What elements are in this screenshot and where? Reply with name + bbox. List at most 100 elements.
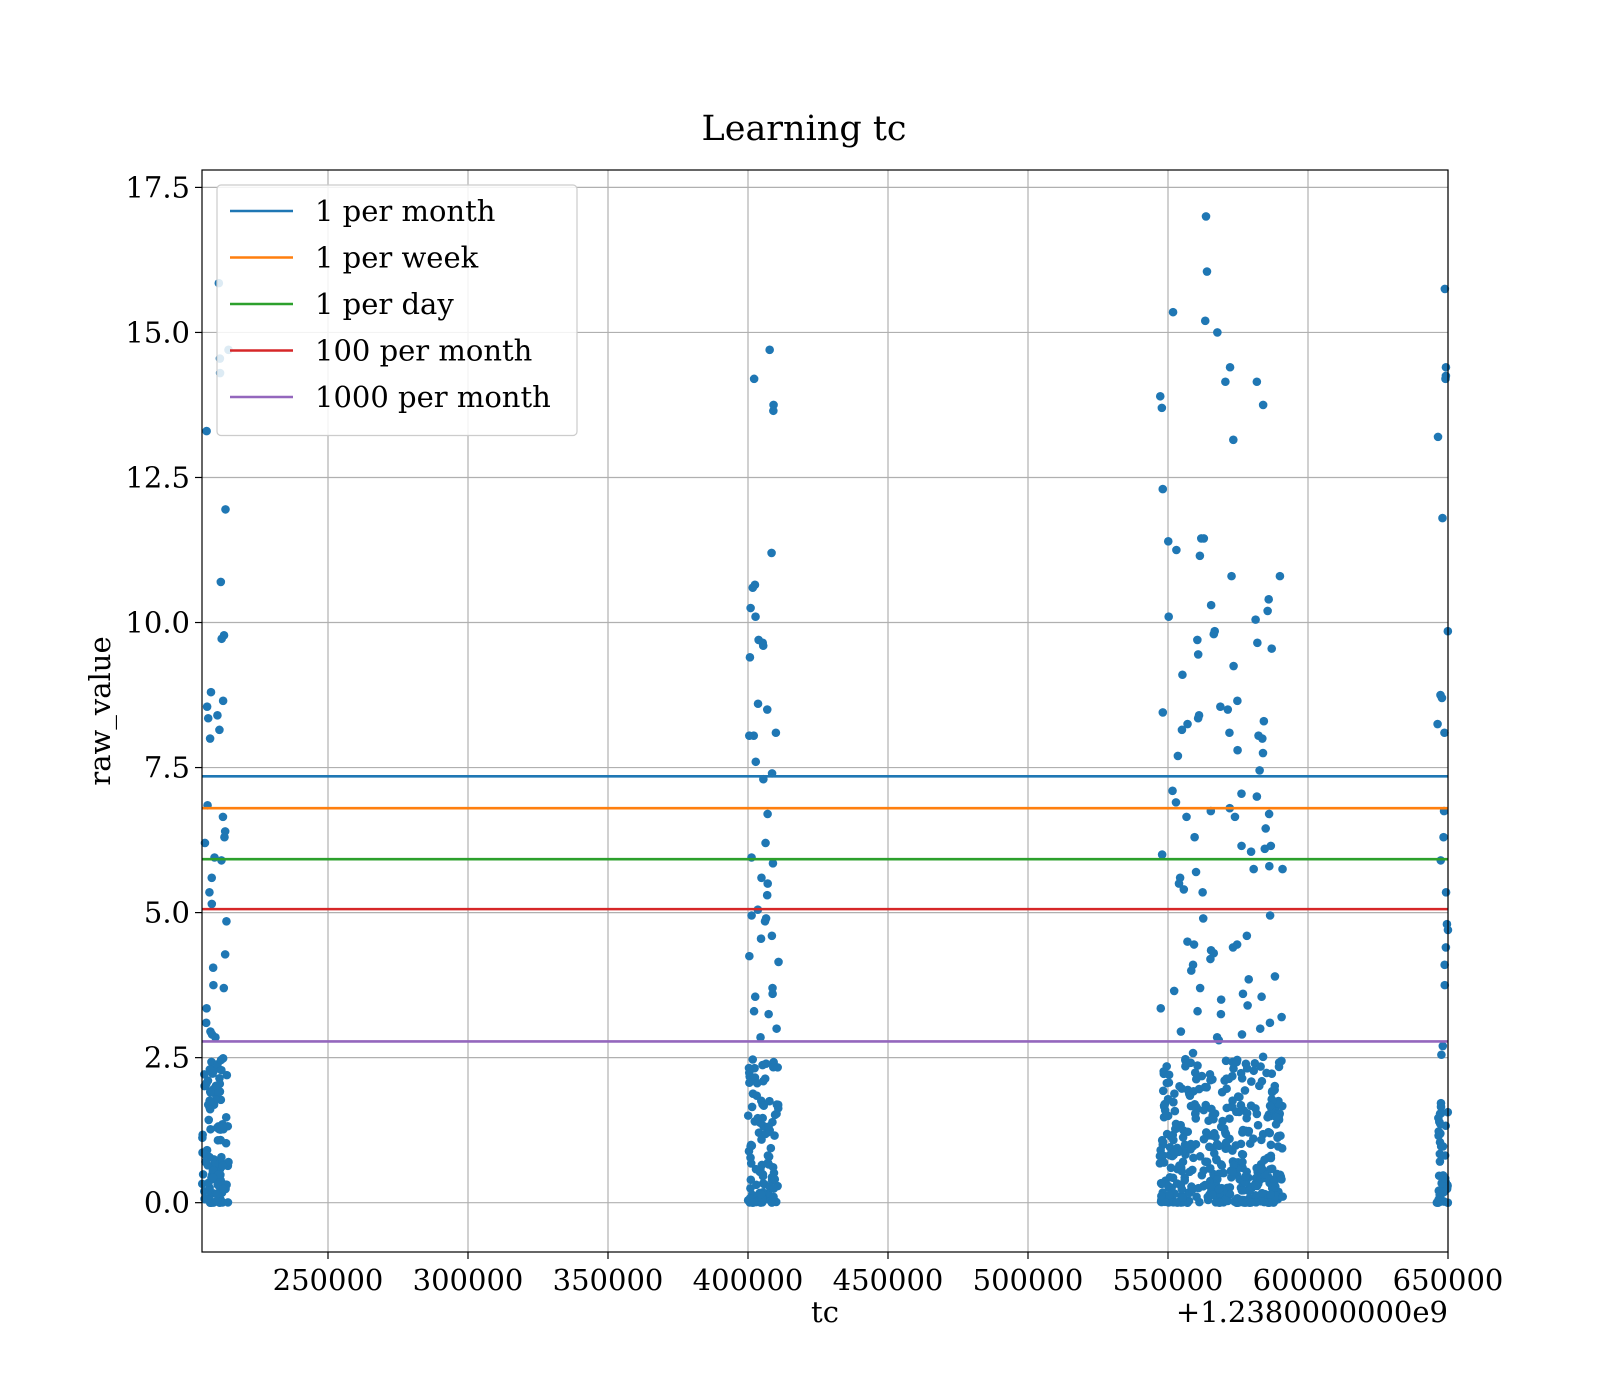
data-point <box>200 838 210 848</box>
data-point <box>1251 615 1260 624</box>
data-point <box>1258 400 1268 410</box>
data-point <box>1435 1197 1444 1207</box>
data-point <box>1238 1150 1248 1159</box>
axis-ticks: 250000 300000 350000 400000 450000 500000 5500… <box>125 170 1503 1297</box>
x-tick-label: 300000 <box>413 1263 524 1297</box>
data-point <box>748 583 758 593</box>
data-point <box>1221 1196 1231 1206</box>
data-point <box>1214 1184 1224 1194</box>
data-point <box>761 1059 771 1068</box>
data-point <box>202 1004 211 1013</box>
data-point <box>203 1195 212 1204</box>
data-point <box>753 699 763 709</box>
data-point <box>772 1109 781 1119</box>
data-point <box>1205 1142 1214 1152</box>
data-point <box>1438 513 1447 523</box>
data-point <box>1158 1086 1168 1096</box>
data-point <box>1170 1106 1180 1116</box>
data-point <box>1435 1149 1445 1159</box>
data-point <box>758 1171 768 1181</box>
data-point <box>1166 1163 1176 1173</box>
data-point <box>216 1055 226 1065</box>
data-point <box>759 1101 769 1110</box>
data-point <box>1232 1057 1241 1067</box>
data-point <box>1249 1134 1258 1143</box>
x-tick-label: 600000 <box>1253 1263 1364 1297</box>
data-point <box>764 1122 773 1131</box>
data-point <box>211 1081 221 1091</box>
y-tick-label: 2.5 <box>144 1041 190 1075</box>
data-point <box>1199 1105 1209 1115</box>
data-point <box>1165 1190 1174 1200</box>
data-point <box>1162 1062 1172 1071</box>
data-point <box>1256 1062 1265 1071</box>
data-point <box>217 1065 226 1075</box>
data-point <box>1191 1139 1201 1149</box>
data-point <box>222 1070 232 1080</box>
data-point <box>1247 1077 1256 1086</box>
data-point <box>1252 377 1262 387</box>
data-point <box>1242 1109 1252 1118</box>
data-point <box>205 1096 214 1105</box>
data-point <box>762 705 772 714</box>
data-point <box>1158 708 1168 717</box>
data-point <box>750 992 760 1002</box>
data-point <box>1265 861 1274 871</box>
data-point <box>746 1175 756 1185</box>
data-point <box>1265 1101 1275 1111</box>
data-point <box>1193 650 1203 659</box>
data-point <box>1173 751 1183 761</box>
data-point <box>1191 1114 1201 1123</box>
data-point <box>1225 1114 1234 1123</box>
data-point <box>1441 888 1451 897</box>
data-point <box>769 1184 779 1193</box>
data-point <box>1271 1112 1281 1122</box>
data-point <box>1436 1098 1446 1108</box>
data-point <box>1157 850 1167 859</box>
data-point <box>1197 1071 1207 1081</box>
data-point <box>768 989 777 999</box>
y-tick-label: 12.5 <box>125 460 190 494</box>
data-point <box>1172 545 1181 555</box>
data-point <box>1170 1089 1179 1099</box>
legend-entry: 100 per month <box>315 334 532 368</box>
data-point <box>770 1175 780 1184</box>
legend-entry: 1 per day <box>315 287 454 321</box>
data-point <box>774 957 783 967</box>
data-point <box>215 725 224 735</box>
data-point <box>1253 638 1262 648</box>
x-tick-label: 650000 <box>1393 1263 1504 1297</box>
data-point <box>1262 1068 1271 1078</box>
data-point <box>1236 1068 1246 1078</box>
data-point <box>1201 212 1211 221</box>
x-tick-label: 400000 <box>693 1263 804 1297</box>
data-point <box>1168 307 1178 317</box>
data-point <box>1249 864 1258 874</box>
data-point <box>1195 983 1205 993</box>
data-point <box>746 603 755 613</box>
data-point <box>1195 1197 1204 1207</box>
data-point <box>1193 635 1202 645</box>
data-point <box>758 641 768 651</box>
data-point <box>220 950 230 959</box>
data-point <box>1168 786 1177 796</box>
data-point <box>1155 391 1165 401</box>
data-point <box>219 983 229 993</box>
data-point <box>768 1162 778 1172</box>
y-tick-label: 0.0 <box>144 1186 190 1220</box>
data-point <box>1240 1086 1250 1095</box>
data-point <box>1266 1140 1276 1150</box>
data-point <box>218 1161 228 1171</box>
data-point <box>1277 1012 1286 1022</box>
y-tick-label: 7.5 <box>144 751 190 785</box>
data-point <box>1183 719 1192 729</box>
x-axis-offset: +1.2380000000e9 <box>1176 1295 1448 1329</box>
data-point <box>743 1111 753 1120</box>
data-point <box>1176 1027 1186 1036</box>
x-tick-label: 500000 <box>973 1263 1084 1297</box>
data-point <box>1263 606 1272 616</box>
data-point <box>1237 789 1246 798</box>
data-point <box>1196 534 1206 543</box>
y-tick-label: 5.0 <box>144 896 190 930</box>
data-point <box>1175 1161 1184 1170</box>
